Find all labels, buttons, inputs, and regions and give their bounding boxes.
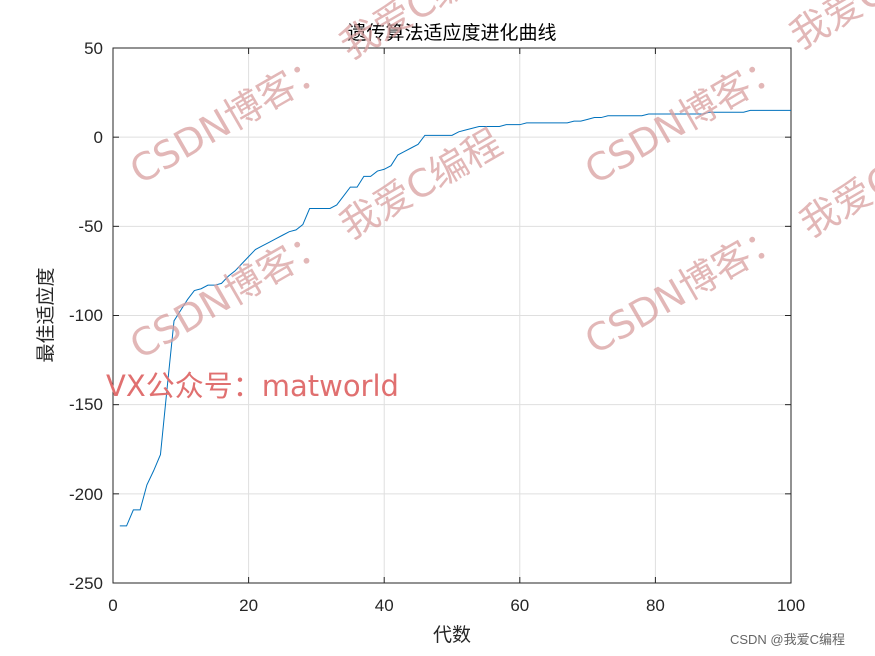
- y-axis-title: 最佳适应度: [35, 267, 57, 362]
- y-tick-label: -100: [69, 306, 103, 325]
- y-tick-label: 0: [94, 128, 103, 147]
- tick-marks: [112, 47, 792, 584]
- vx-watermark: VX公众号：matworld: [106, 369, 399, 403]
- y-tick-label: -150: [69, 395, 103, 414]
- x-tick-label: 80: [646, 596, 665, 615]
- x-axis-title: 代数: [433, 624, 471, 646]
- x-tick-label: 60: [510, 596, 529, 615]
- fitness-line: [119, 109, 791, 527]
- x-tick-label: 20: [239, 596, 258, 615]
- y-tick-label: 50: [84, 39, 103, 58]
- y-tick-label: -50: [78, 217, 103, 236]
- y-tick-label: -250: [69, 574, 103, 593]
- x-tick-label: 0: [108, 596, 117, 615]
- footer-credit: CSDN @我爱C编程: [729, 632, 845, 647]
- x-tick-label: 40: [375, 596, 394, 615]
- chart-title: 遗传算法适应度进化曲线: [347, 22, 556, 44]
- y-tick-label: -200: [69, 485, 103, 504]
- y-tick-labels: 50 0 -50 -100 -150 -200 -250: [69, 39, 103, 593]
- x-tick-labels: 0 20 40 60 80 100: [108, 596, 805, 615]
- x-tick-label: 100: [777, 596, 805, 615]
